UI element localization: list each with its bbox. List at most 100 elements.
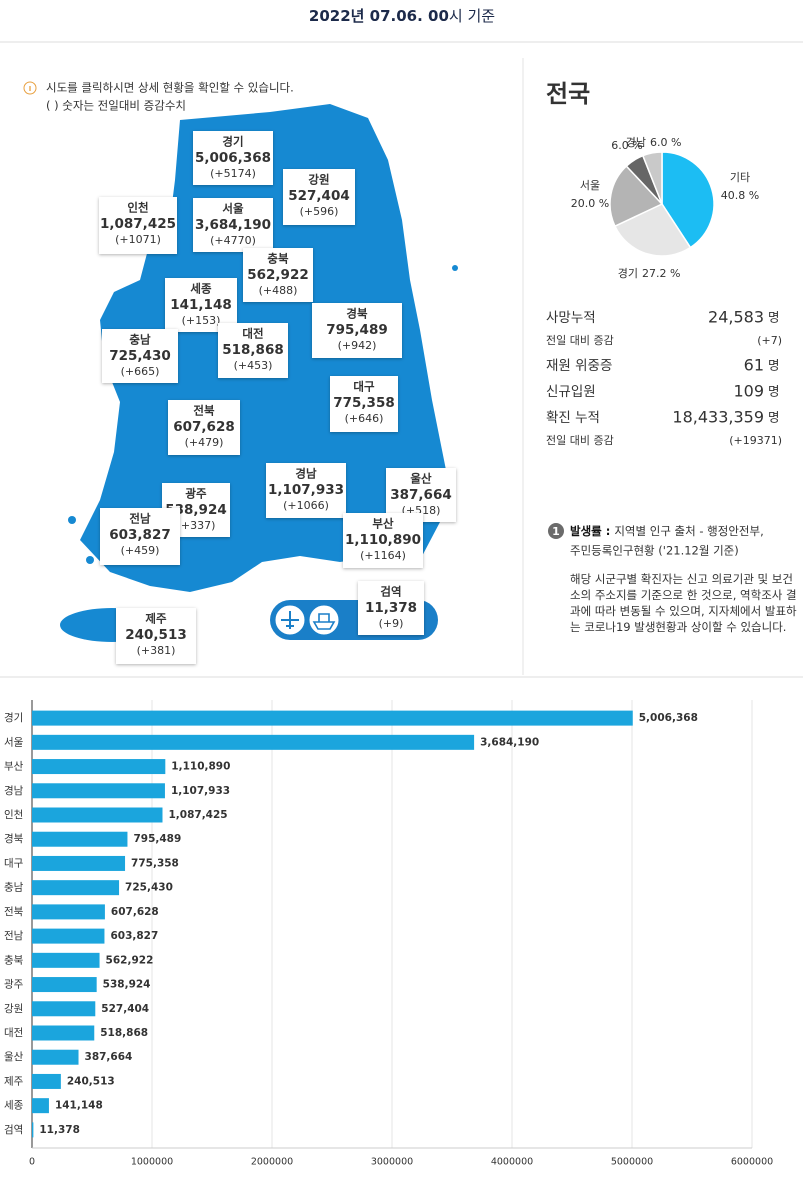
x-tick-label: 1000000: [131, 1157, 173, 1168]
header-date: 2022년 07.06. 00: [309, 7, 449, 25]
island: [68, 516, 76, 524]
region-card[interactable]: 경기5,006,368(+5174): [193, 131, 273, 185]
bar: [32, 977, 97, 993]
region-count: 387,664: [390, 487, 452, 503]
info-text: 시도를 클릭하시면 상세 현황을 확인할 수 있습니다.: [46, 81, 294, 95]
region-name: 전북: [193, 404, 215, 418]
value-label: 240,513: [67, 1075, 115, 1087]
y-tick-label: 경남: [4, 784, 24, 797]
card-bg: [99, 197, 177, 254]
region-count: 1,107,933: [268, 482, 344, 498]
x-tick-label: 6000000: [731, 1157, 773, 1168]
ship-icon: [308, 604, 340, 636]
bar: [32, 928, 105, 944]
region-count: 562,922: [247, 267, 309, 283]
region-change: (+1071): [115, 233, 161, 246]
pie-slice: [613, 203, 692, 257]
y-tick-label: 전남: [4, 930, 24, 942]
x-tick-label: 4000000: [491, 1157, 533, 1168]
stat-sub-label: 전일 대비 증감: [546, 333, 614, 347]
value-label: 538,924: [103, 979, 151, 991]
pie-slice: [641, 151, 663, 205]
stat-label: 신규입원: [546, 384, 596, 400]
bar: [32, 1098, 49, 1114]
region-change: (+5174): [210, 167, 256, 180]
region-name: 서울: [222, 202, 244, 216]
value-label: 387,664: [85, 1051, 133, 1063]
y-tick-label: 경북: [4, 832, 24, 845]
card-bg: [168, 400, 240, 455]
bar: [32, 807, 163, 823]
x-tick-label: 5000000: [611, 1157, 653, 1168]
y-tick-label: 경기: [4, 711, 23, 724]
bar: [32, 952, 100, 968]
region-change: (+596): [300, 205, 339, 218]
note-source: 발생률 : 지역별 인구 출처 - 행정안전부,: [570, 524, 764, 538]
card-bg: [218, 323, 288, 378]
region-count: 603,827: [109, 527, 171, 543]
note-badge-number: 1: [552, 525, 560, 538]
region-name: 제주: [145, 612, 167, 626]
value-label: 603,827: [110, 930, 158, 942]
region-name: 경북: [346, 307, 368, 321]
card-bg: [102, 329, 178, 383]
y-tick-label: 충남: [4, 882, 24, 894]
value-label: 725,430: [125, 882, 173, 894]
region-count: 1,110,890: [345, 532, 421, 548]
note-heading: 발생률 :: [570, 524, 610, 538]
value-label: 518,868: [100, 1027, 148, 1039]
region-count: 725,430: [109, 348, 171, 364]
header: 2022년 07.06. 00시 기준: [309, 7, 495, 25]
card-bg: [243, 248, 313, 302]
card-bg: [330, 376, 398, 432]
stat-value: 61: [744, 356, 764, 375]
bar: [32, 783, 165, 799]
value-label: 1,087,425: [168, 809, 227, 821]
y-tick-label: 세종: [4, 1100, 24, 1112]
bar: [32, 759, 166, 775]
card-bg: [343, 513, 423, 568]
region-change: (+153): [182, 314, 221, 327]
y-tick-label: 대전: [4, 1027, 23, 1039]
region-change: (+459): [121, 544, 160, 557]
region-change: (+4770): [210, 234, 256, 247]
region-count: 1,087,425: [100, 216, 176, 232]
region-change: (+9): [379, 617, 404, 630]
region-card[interactable]: 경남1,107,933(+1066): [266, 463, 346, 518]
region-name: 검역: [380, 585, 401, 599]
y-tick-label: 전북: [4, 906, 24, 918]
stat-value: 109: [733, 382, 764, 401]
bar-chart: 0 1000000 2000000 3000000 4000000 5000000 6000…: [4, 700, 773, 1168]
region-card[interactable]: 부산1,110,890(+1164): [343, 513, 423, 568]
bar: [32, 904, 105, 920]
region-card[interactable]: 서울3,684,190(+4770): [193, 198, 273, 252]
value-label: 775,358: [131, 857, 179, 869]
card-bg: [193, 131, 273, 185]
bar: [32, 1073, 61, 1089]
card-bg: [116, 608, 196, 664]
y-tick-label: 제주: [4, 1075, 24, 1087]
island: [452, 265, 458, 271]
card-bg: [283, 169, 355, 225]
pie-label: 경남: [626, 136, 646, 149]
region-card[interactable]: 인천1,087,425(+1071): [99, 197, 177, 254]
pie-value-label: 40.8 %: [721, 189, 759, 202]
pie-value-label: 27.2 %: [642, 267, 680, 280]
y-tick-label: 광주: [4, 979, 24, 991]
bar: [32, 734, 475, 750]
region-name: 경남: [295, 467, 317, 481]
value-label: 11,378: [39, 1124, 80, 1136]
